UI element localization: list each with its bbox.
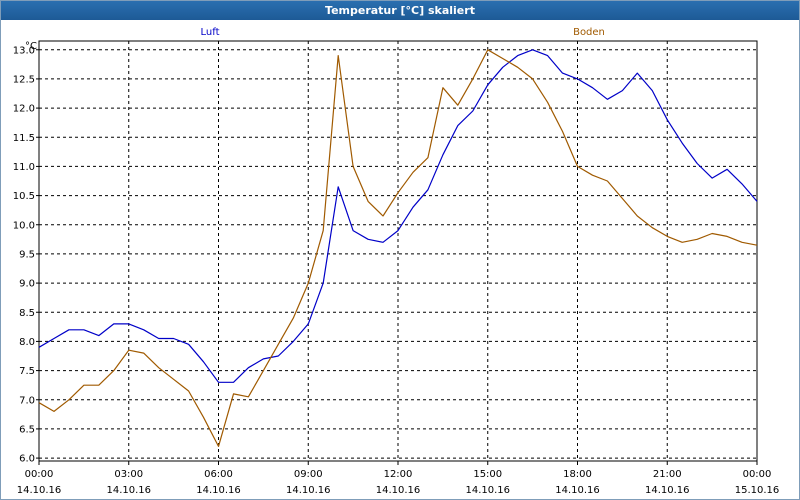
- y-tick-label: 9.0: [19, 279, 35, 290]
- x-tick-label-time: 12:00: [384, 469, 413, 480]
- y-tick-label: 12.0: [13, 104, 35, 115]
- y-tick-label: 12.5: [13, 74, 35, 85]
- x-tick-label-date: 14.10.16: [645, 485, 690, 496]
- legend-boden: Boden: [573, 27, 605, 38]
- x-tick-label-time: 00:00: [743, 469, 772, 480]
- x-tick-label-date: 14.10.16: [555, 485, 600, 496]
- x-tick-label-date: 14.10.16: [376, 485, 421, 496]
- y-tick-label: 11.5: [13, 133, 35, 144]
- y-tick-label: 10.0: [13, 220, 35, 231]
- x-tick-label-time: 09:00: [294, 469, 323, 480]
- y-tick-label: 8.0: [19, 337, 35, 348]
- x-tick-label-time: 18:00: [563, 469, 592, 480]
- x-tick-label-date: 14.10.16: [17, 485, 62, 496]
- y-tick-label: 7.5: [19, 366, 35, 377]
- y-axis-label: °C: [25, 41, 37, 52]
- x-tick-label-time: 21:00: [653, 469, 682, 480]
- y-tick-label: 9.5: [19, 249, 35, 260]
- x-tick-label-date: 14.10.16: [286, 485, 331, 496]
- x-tick-label-date: 14.10.16: [465, 485, 510, 496]
- y-tick-label: 11.0: [13, 162, 35, 173]
- y-tick-label: 7.0: [19, 395, 35, 406]
- x-tick-label-time: 03:00: [114, 469, 143, 480]
- y-tick-label: 13.0: [13, 45, 35, 56]
- x-tick-label-time: 15:00: [473, 469, 502, 480]
- x-tick-label-time: 06:00: [204, 469, 233, 480]
- y-tick-label: 8.5: [19, 308, 35, 319]
- x-tick-label-date: 15.10.16: [735, 485, 780, 496]
- x-tick-label-date: 14.10.16: [106, 485, 151, 496]
- y-tick-label: 10.5: [13, 191, 35, 202]
- series-line-boden: [38, 49, 758, 447]
- x-tick-label-date: 14.10.16: [196, 485, 241, 496]
- x-tick-label-time: 00:00: [25, 469, 54, 480]
- y-tick-label: 6.5: [19, 424, 35, 435]
- legend-luft: Luft: [201, 27, 220, 38]
- series-line-luft: [38, 49, 758, 383]
- y-tick-label: 6.0: [19, 454, 35, 465]
- window-title: Temperatur [°C] skaliert: [1, 1, 799, 20]
